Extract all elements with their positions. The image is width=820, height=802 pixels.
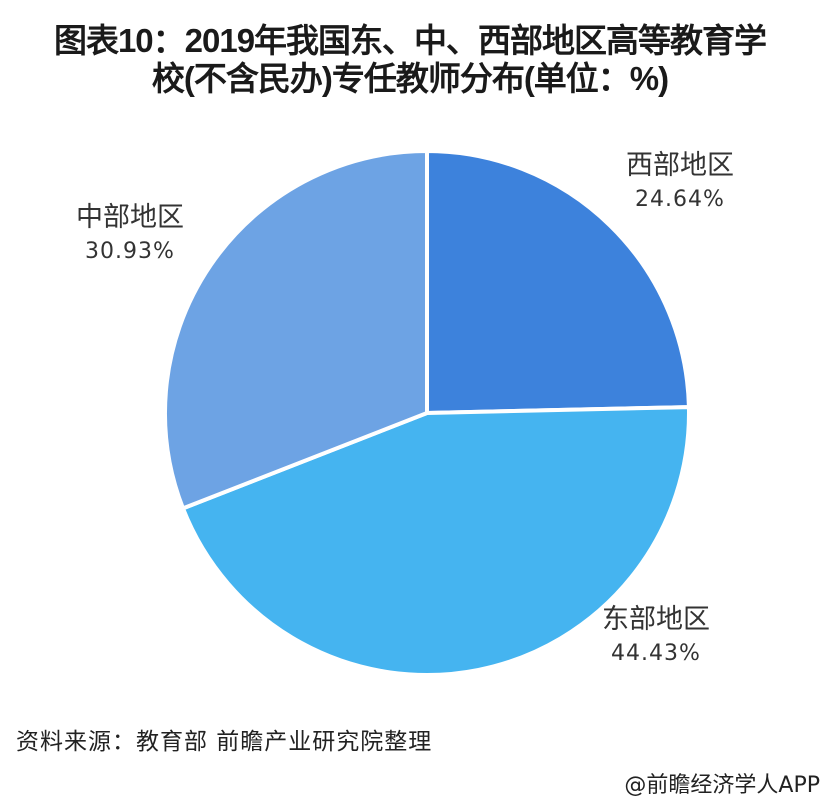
- pie-slice-west: [425, 149, 691, 415]
- label-central-name: 中部地区: [76, 202, 184, 233]
- label-central: 中部地区 30.93%: [50, 200, 210, 268]
- label-west: 西部地区 24.64%: [600, 148, 760, 216]
- chart-title: 图表10：2019年我国东、中、西部地区高等教育学 校(不含民办)专任教师分布(…: [0, 22, 820, 98]
- label-east: 东部地区 44.43%: [576, 602, 736, 670]
- pie-slice-east: [180, 405, 691, 677]
- pie-slice-central: [163, 149, 429, 511]
- label-central-value: 30.93%: [85, 239, 175, 264]
- label-west-name: 西部地区: [626, 150, 734, 181]
- label-east-name: 东部地区: [602, 604, 710, 635]
- chart-title-line2: 校(不含民办)专任教师分布(单位：%): [151, 60, 669, 97]
- chart-title-line1: 图表10：2019年我国东、中、西部地区高等教育学: [53, 22, 767, 59]
- label-east-value: 44.43%: [611, 641, 701, 666]
- label-west-value: 24.64%: [635, 187, 725, 212]
- credit-watermark: @前瞻经济学人APP: [624, 773, 820, 798]
- source-note: 资料来源：教育部 前瞻产业研究院整理: [16, 729, 433, 755]
- pie-slices: [163, 149, 691, 677]
